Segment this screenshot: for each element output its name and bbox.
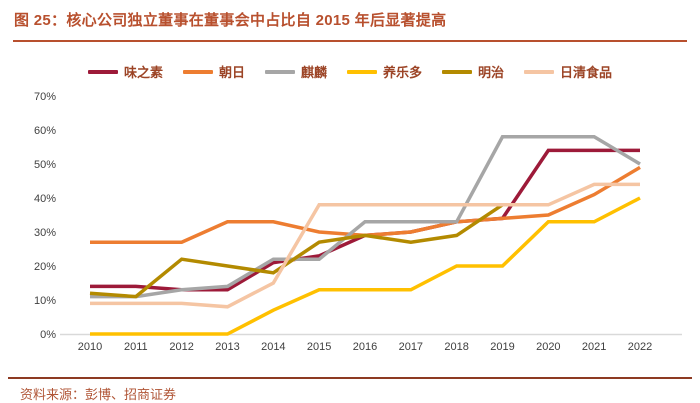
x-tick-label: 2011 <box>124 341 148 353</box>
legend-swatch <box>87 69 118 74</box>
x-tick-label: 2016 <box>353 341 377 353</box>
series-line-麒麟 <box>90 135 641 299</box>
legend-item: 味之素 <box>87 62 163 81</box>
footer-divider <box>8 377 692 379</box>
chart-legend: 味之素 朝日 麒麟 养乐多 明治 日清食品 <box>0 62 700 81</box>
title-divider <box>13 40 687 42</box>
y-tick-label: 0% <box>40 329 56 341</box>
legend-label: 明治 <box>478 65 505 80</box>
legend-item: 麒麟 <box>264 62 327 81</box>
legend-label: 养乐多 <box>383 65 423 80</box>
legend-label: 日清食品 <box>560 65 613 80</box>
source-note: 资料来源：彭博、招商证券 <box>20 387 177 402</box>
legend-swatch <box>264 69 295 74</box>
x-tick-label: 2013 <box>215 341 239 353</box>
chart-area: 0% 10% 20% 30% 40% 50% 60% 70% 2010 2011 2012 2013 2… <box>0 88 700 368</box>
x-tick-label: 2017 <box>399 341 423 353</box>
legend-item: 朝日 <box>182 62 245 81</box>
legend-swatch <box>347 69 377 74</box>
x-tick-label: 2021 <box>582 341 606 353</box>
y-tick-label: 10% <box>34 295 56 307</box>
figure-title: 图 25：核心公司独立董事在董事会中占比自 2015 年后显著提高 <box>14 12 447 29</box>
legend-swatch <box>442 69 473 74</box>
y-tick-label: 20% <box>34 261 56 273</box>
y-tick-label: 40% <box>34 193 56 205</box>
x-tick-label: 2019 <box>490 341 514 353</box>
legend-swatch <box>524 69 555 74</box>
legend-item: 养乐多 <box>347 62 422 81</box>
x-tick-label: 2012 <box>169 341 193 353</box>
y-tick-label: 30% <box>34 227 56 239</box>
y-tick-label: 60% <box>34 125 56 137</box>
series-line-明治 <box>89 203 504 299</box>
series-line-养乐多 <box>90 196 641 336</box>
legend-item: 明治 <box>442 62 504 81</box>
x-tick-label: 2014 <box>261 341 285 353</box>
x-tick-label: 2020 <box>536 341 560 353</box>
legend-label: 朝日 <box>218 65 245 80</box>
x-tick-label: 2015 <box>307 341 331 353</box>
x-tick-label: 2018 <box>444 341 468 353</box>
x-tick-label: 2022 <box>628 341 652 353</box>
y-tick-label: 70% <box>34 91 56 103</box>
legend-swatch <box>182 69 213 74</box>
series-line-日清食品 <box>90 182 640 309</box>
legend-label: 味之素 <box>123 65 163 80</box>
line-chart: 0% 10% 20% 30% 40% 50% 60% 70% 2010 2011 2012 2013 2… <box>34 91 682 353</box>
legend-label: 麒麟 <box>300 65 327 80</box>
legend-item: 日清食品 <box>524 62 612 81</box>
y-tick-label: 50% <box>34 159 56 171</box>
x-tick-label: 2010 <box>78 341 102 353</box>
